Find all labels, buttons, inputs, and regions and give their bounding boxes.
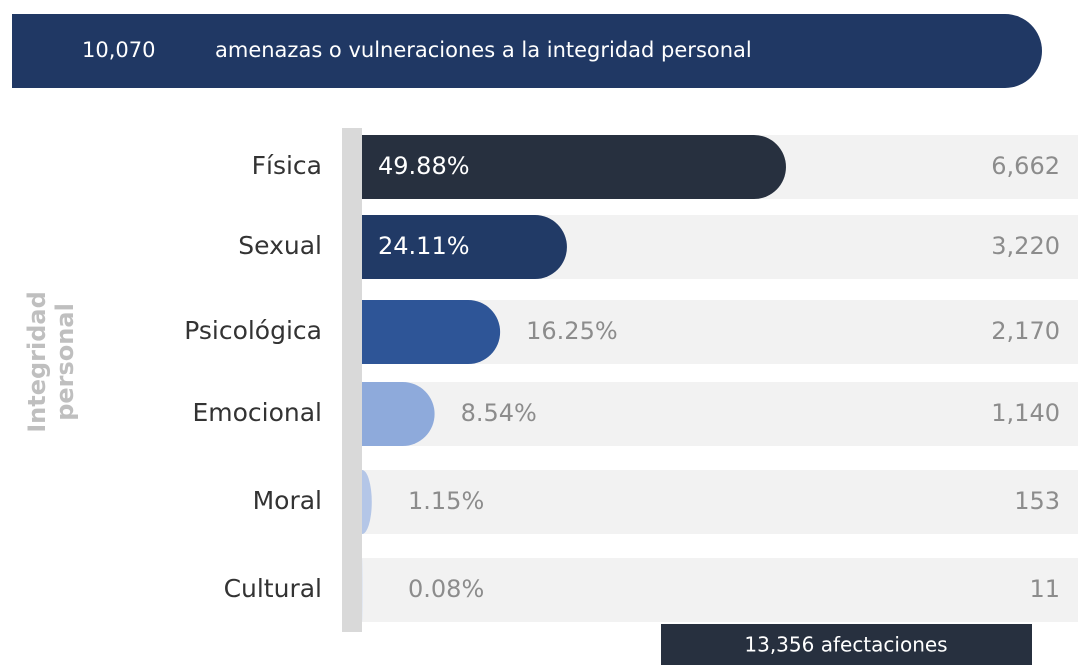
bar: [362, 215, 567, 279]
count-label: 1,140: [991, 399, 1060, 427]
footer-box: [661, 624, 1032, 665]
value-label: 49.88%: [378, 152, 470, 180]
bar-background: [362, 470, 1078, 534]
bar-background: [362, 382, 1078, 446]
bar: [362, 470, 372, 534]
category-label: Moral: [253, 486, 322, 515]
header-text: amenazas o vulneraciones a la integridad…: [215, 38, 752, 62]
value-label: 16.25%: [526, 317, 618, 345]
bar-background: [362, 558, 1078, 622]
count-label: 153: [1014, 487, 1060, 515]
value-label: 1.15%: [408, 487, 484, 515]
bar: [362, 382, 435, 446]
count-label: 11: [1029, 575, 1060, 603]
count-label: 2,170: [991, 317, 1060, 345]
bar: [362, 558, 363, 622]
category-label: Física: [252, 151, 322, 180]
axis-line: [342, 128, 362, 632]
y-axis-title: Integridad personal: [23, 291, 79, 433]
value-label: 24.11%: [378, 232, 470, 260]
count-label: 3,220: [991, 232, 1060, 260]
count-label: 6,662: [991, 152, 1060, 180]
bar: [362, 300, 501, 364]
header-banner: [12, 14, 1042, 88]
value-label: 0.08%: [408, 575, 484, 603]
category-label: Sexual: [238, 231, 322, 260]
bar: [362, 135, 786, 199]
header-count: 10,070: [82, 38, 155, 62]
footer-text: 13,356 afectaciones: [744, 633, 947, 657]
value-label: 8.54%: [461, 399, 537, 427]
category-label: Cultural: [224, 574, 322, 603]
category-label: Psicológica: [184, 316, 322, 345]
y-axis-title-line: Integridad: [23, 291, 51, 433]
y-axis-title-line: personal: [51, 303, 79, 421]
category-label: Emocional: [192, 398, 322, 427]
